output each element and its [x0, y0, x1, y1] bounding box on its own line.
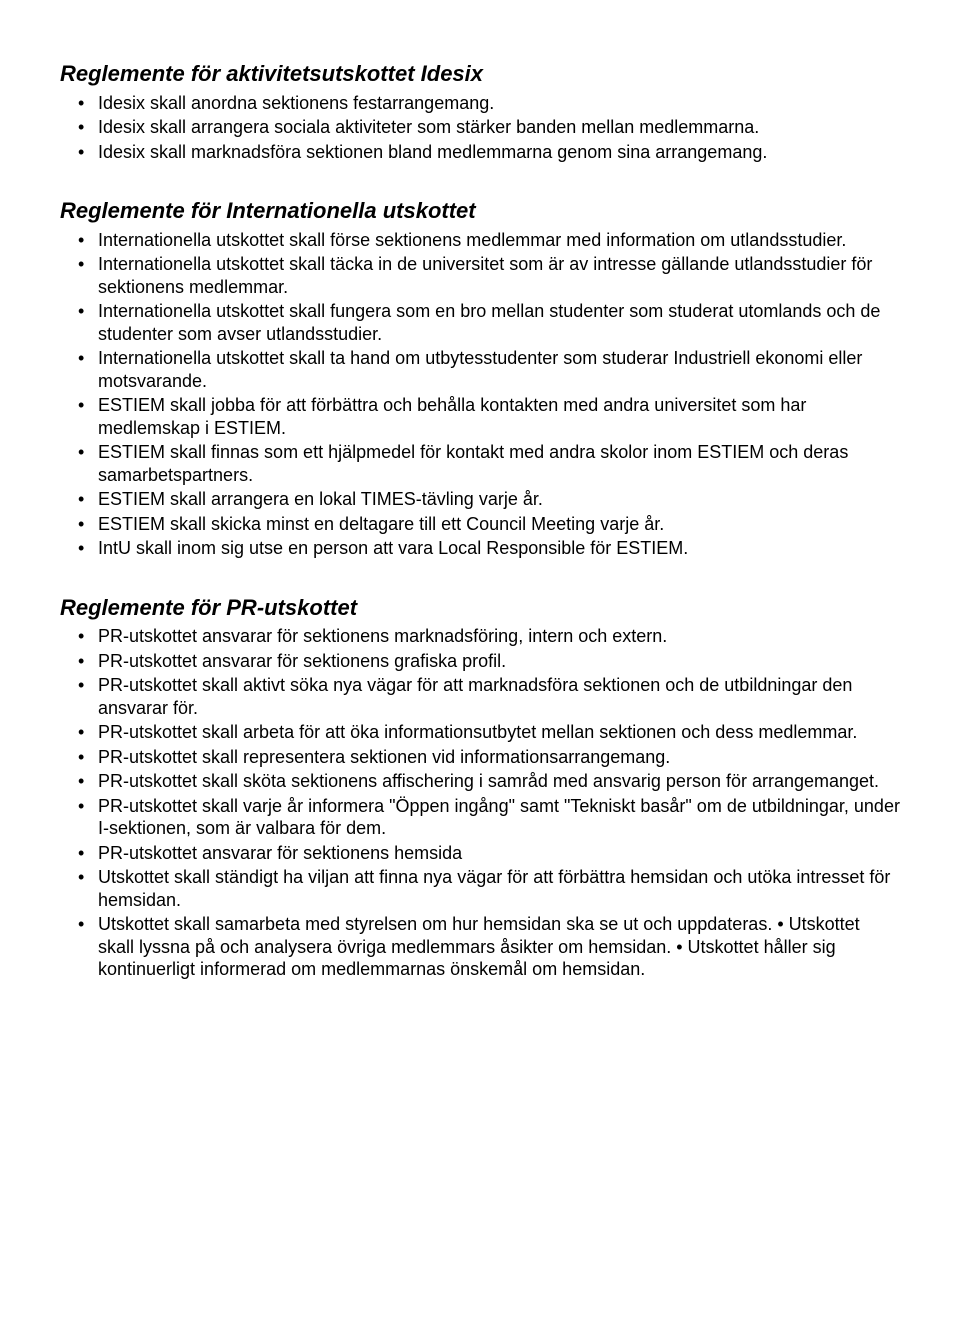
list-item: PR-utskottet skall aktivt söka nya vägar…	[98, 674, 900, 719]
list-item: PR-utskottet ansvarar för sektionens mar…	[98, 625, 900, 648]
list-item: ESTIEM skall finnas som ett hjälpmedel f…	[98, 441, 900, 486]
list-item: Internationella utskottet skall täcka in…	[98, 253, 900, 298]
list-item: ESTIEM skall jobba för att förbättra och…	[98, 394, 900, 439]
bullet-list: Internationella utskottet skall förse se…	[60, 229, 900, 560]
list-item: Internationella utskottet skall förse se…	[98, 229, 900, 252]
list-item: PR-utskottet skall arbeta för att öka in…	[98, 721, 900, 744]
section: Reglemente för Internationella utskottet…	[60, 197, 900, 560]
list-item: Idesix skall marknadsföra sektionen blan…	[98, 141, 900, 164]
list-item: PR-utskottet ansvarar för sektionens gra…	[98, 650, 900, 673]
list-item: Internationella utskottet skall fungera …	[98, 300, 900, 345]
section-heading: Reglemente för Internationella utskottet	[60, 197, 900, 225]
list-item: IntU skall inom sig utse en person att v…	[98, 537, 900, 560]
list-item: Idesix skall arrangera sociala aktivitet…	[98, 116, 900, 139]
list-item: ESTIEM skall arrangera en lokal TIMES-tä…	[98, 488, 900, 511]
list-item: Internationella utskottet skall ta hand …	[98, 347, 900, 392]
list-item: Utskottet skall samarbeta med styrelsen …	[98, 913, 900, 981]
section-heading: Reglemente för PR-utskottet	[60, 594, 900, 622]
section: Reglemente för aktivitetsutskottet Idesi…	[60, 60, 900, 163]
list-item: PR-utskottet skall representera sektione…	[98, 746, 900, 769]
list-item: PR-utskottet ansvarar för sektionens hem…	[98, 842, 900, 865]
list-item: PR-utskottet skall varje år informera "Ö…	[98, 795, 900, 840]
section-heading: Reglemente för aktivitetsutskottet Idesi…	[60, 60, 900, 88]
section: Reglemente för PR-utskottet PR-utskottet …	[60, 594, 900, 981]
bullet-list: Idesix skall anordna sektionens festarra…	[60, 92, 900, 164]
list-item: Utskottet skall ständigt ha viljan att f…	[98, 866, 900, 911]
list-item: Idesix skall anordna sektionens festarra…	[98, 92, 900, 115]
list-item: PR-utskottet skall sköta sektionens affi…	[98, 770, 900, 793]
bullet-list: PR-utskottet ansvarar för sektionens mar…	[60, 625, 900, 981]
list-item: ESTIEM skall skicka minst en deltagare t…	[98, 513, 900, 536]
